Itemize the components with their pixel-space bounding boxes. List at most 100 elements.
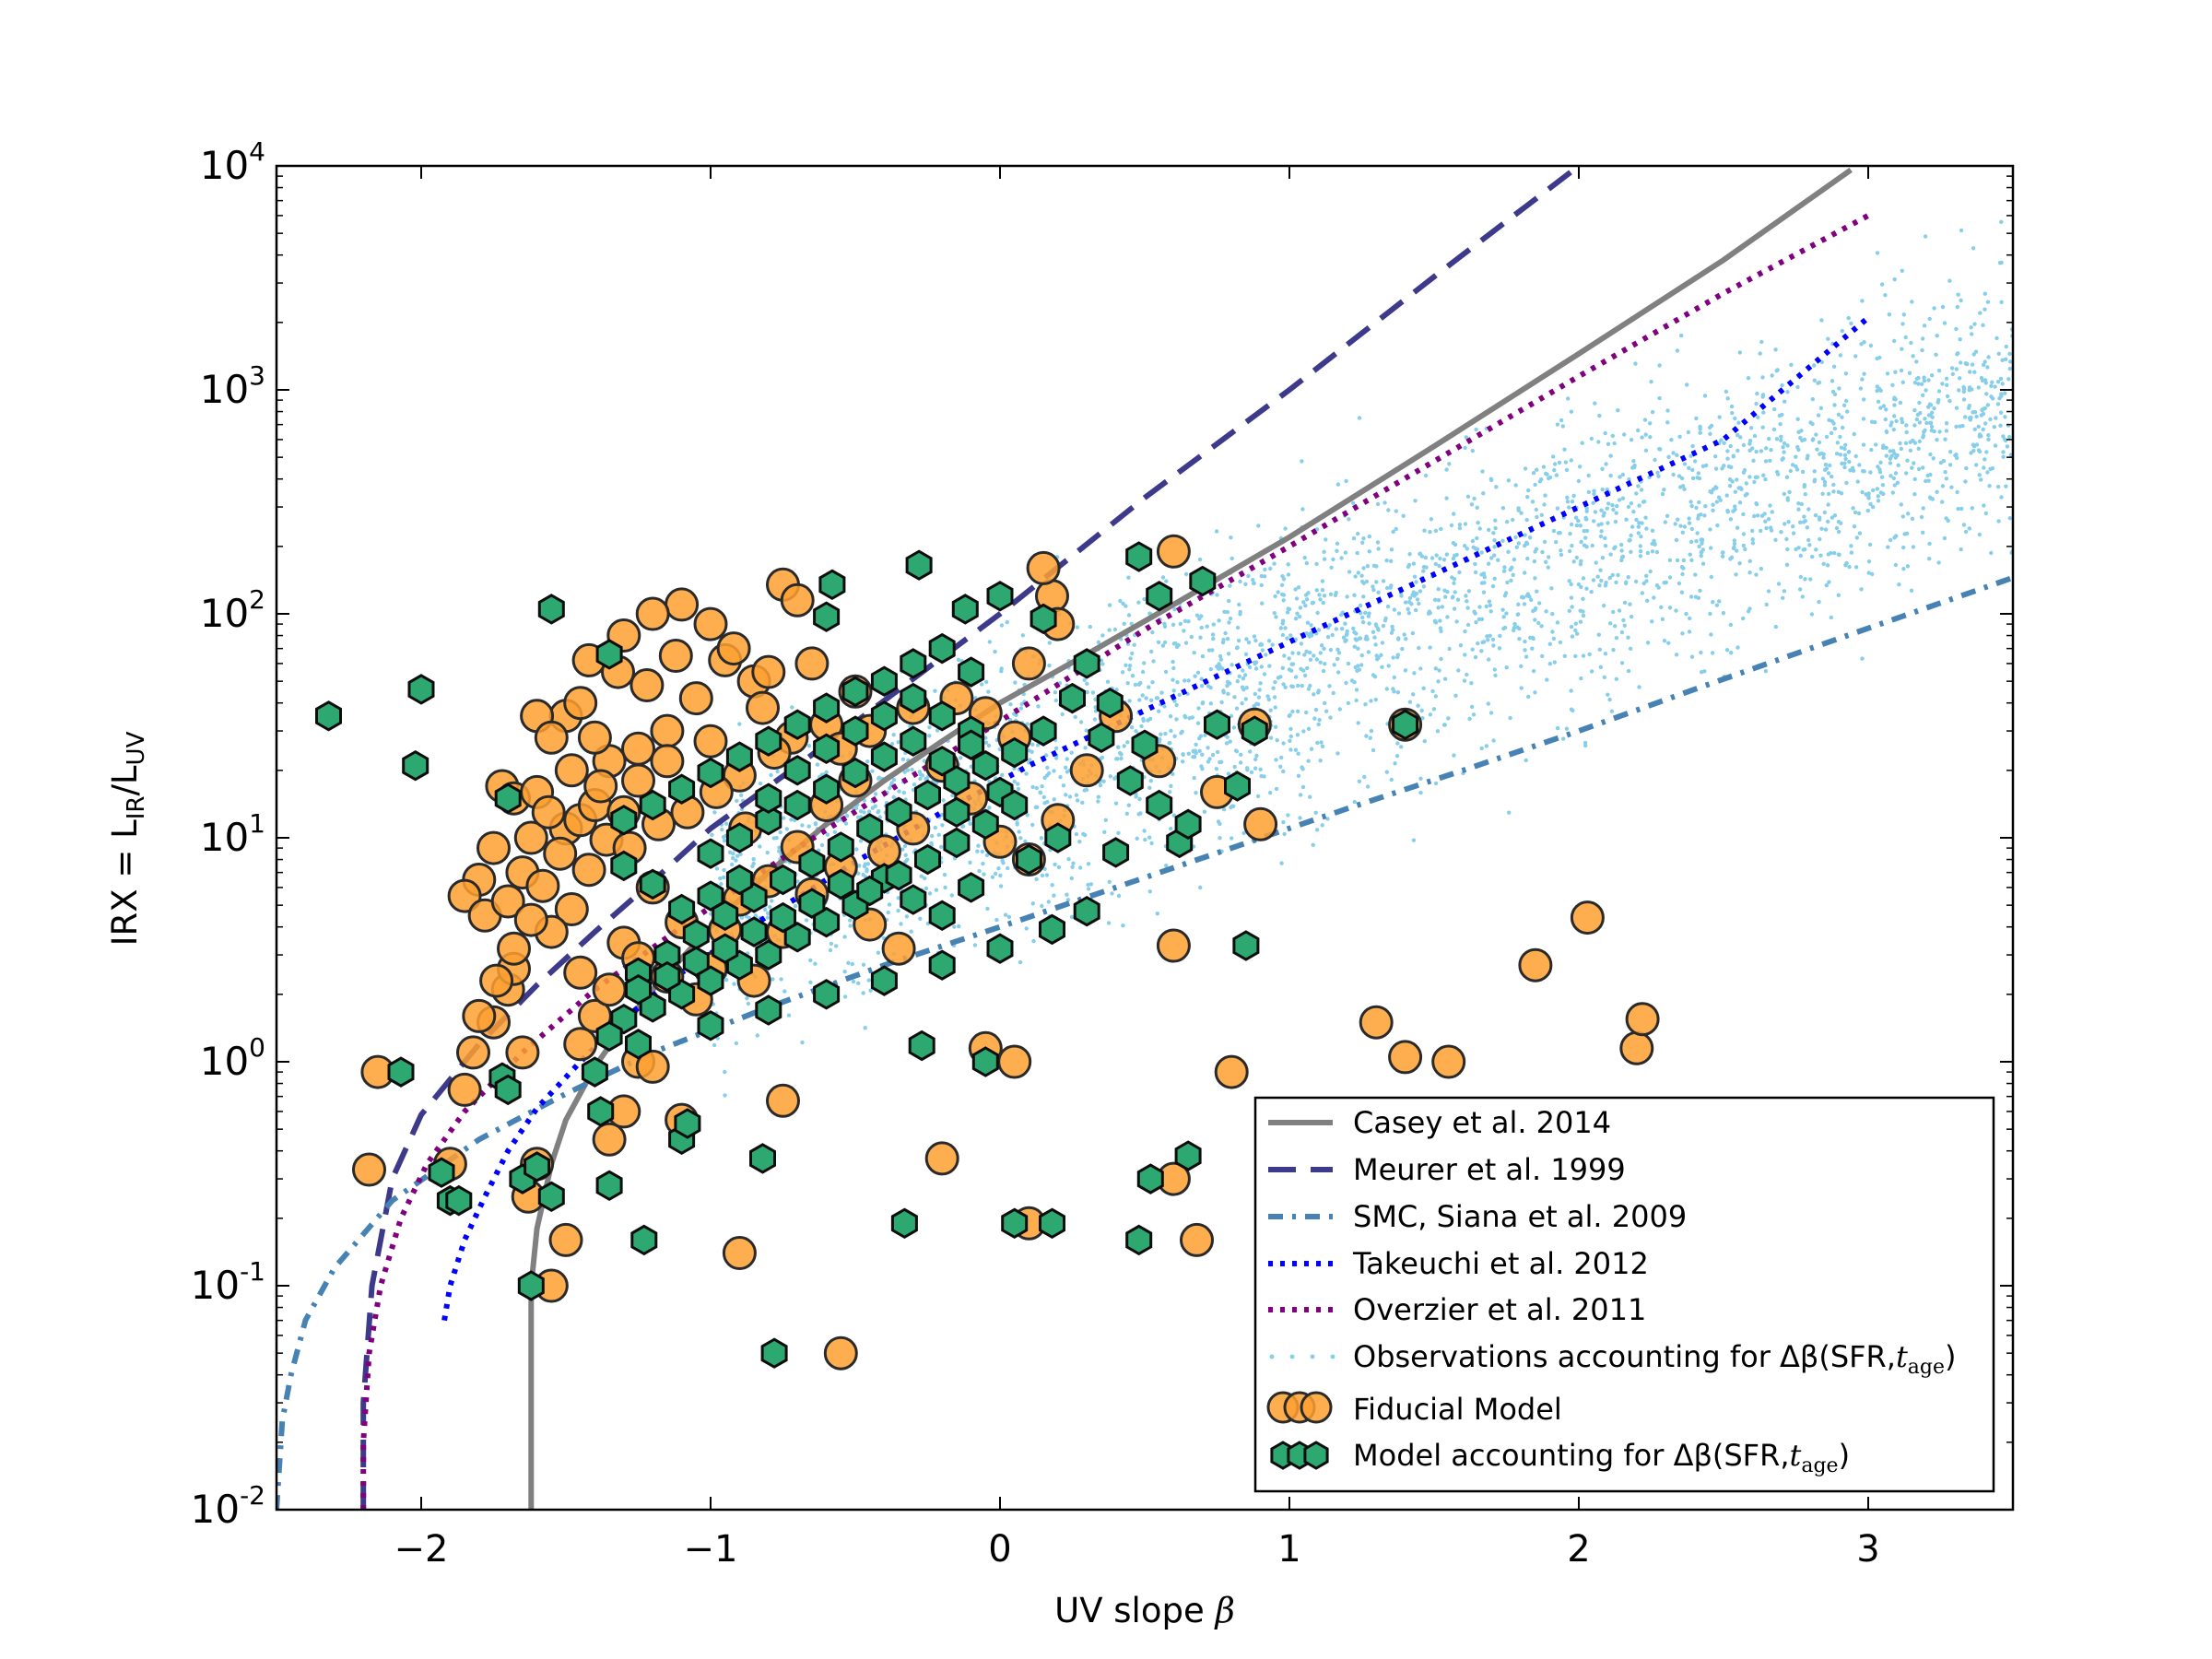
observation-point (1907, 371, 1912, 375)
observation-point (927, 891, 933, 896)
observation-point (2001, 434, 2006, 439)
observation-point (1936, 389, 1942, 394)
observation-point (1879, 282, 1885, 287)
observation-point (1119, 756, 1124, 761)
observation-point (1779, 434, 1783, 439)
model-accounting-point (402, 749, 429, 782)
observation-point (1666, 454, 1671, 459)
fiducial-model-point (751, 654, 786, 689)
observation-point (1638, 554, 1643, 559)
observation-point (1352, 799, 1358, 805)
observation-point (1346, 700, 1351, 706)
observation-point (1650, 541, 1654, 547)
observation-point (1605, 506, 1609, 511)
observation-point (1680, 530, 1686, 535)
observation-point (1465, 599, 1469, 604)
observation-point (1600, 487, 1605, 492)
observation-point (1979, 375, 1984, 381)
model-accounting-point (1204, 709, 1230, 740)
observation-point (1042, 775, 1047, 781)
observation-point (1272, 611, 1277, 616)
observation-point (734, 858, 738, 863)
observation-point (1308, 794, 1312, 799)
observation-point (1768, 503, 1772, 508)
fiducial-model-point (543, 836, 578, 871)
observation-point (1065, 892, 1069, 897)
observation-point (1447, 462, 1452, 466)
observation-point (1319, 643, 1324, 648)
observation-point (1480, 640, 1485, 645)
observation-point (1179, 731, 1183, 735)
observation-point (1589, 590, 1594, 594)
observation-point (1278, 764, 1283, 769)
observation-point (1598, 534, 1604, 539)
observation-point (1465, 606, 1470, 610)
observation-point (806, 824, 811, 829)
observation-point (1484, 744, 1489, 748)
observation-point (1138, 680, 1143, 686)
observation-point (897, 789, 901, 794)
observation-point (1675, 453, 1679, 457)
observation-point (1590, 543, 1595, 548)
observation-point (889, 741, 895, 747)
observation-point (1937, 429, 1942, 434)
observation-point (1523, 533, 1527, 537)
model-accounting-point (755, 939, 782, 971)
observation-point (1728, 622, 1734, 628)
observation-point (1137, 698, 1142, 702)
observation-point (1928, 403, 1934, 407)
observation-point (1516, 612, 1521, 617)
observation-point (1552, 660, 1558, 665)
observation-point (1984, 450, 1989, 454)
observation-point (1729, 465, 1734, 470)
model-accounting-point (818, 569, 846, 601)
observation-point (1134, 729, 1138, 734)
observation-point (1936, 400, 1940, 405)
observation-point (1688, 453, 1693, 458)
observation-point (1930, 373, 1935, 378)
model-accounting-point (1125, 541, 1153, 572)
model-accounting-point (827, 831, 854, 863)
observation-point (1385, 604, 1391, 609)
observation-point (1182, 629, 1186, 633)
observation-point (1734, 572, 1738, 577)
observation-point (1860, 489, 1865, 495)
model-accounting-point (760, 1337, 788, 1369)
observation-point (1660, 491, 1665, 497)
observation-point (1322, 557, 1327, 561)
observation-point (1500, 607, 1505, 612)
observation-point (1929, 424, 1935, 429)
observation-point (1443, 594, 1448, 599)
observation-point (1349, 678, 1355, 683)
observation-point (1839, 491, 1844, 496)
fiducial-model-point (621, 731, 655, 766)
observation-point (1983, 421, 1988, 426)
observation-point (1194, 791, 1198, 795)
observation-point (1330, 632, 1335, 638)
observation-point (1857, 463, 1862, 467)
observation-point (1519, 664, 1524, 668)
observation-point (1171, 659, 1175, 665)
model-accounting-point (445, 1184, 473, 1217)
observation-point (983, 740, 989, 745)
observation-point (1823, 527, 1829, 532)
observation-point (1080, 800, 1085, 805)
observation-point (1533, 618, 1537, 622)
observation-point (1473, 654, 1478, 660)
observation-point (1016, 786, 1021, 792)
observation-point (1056, 865, 1062, 870)
observation-point (1511, 517, 1515, 523)
observation-point (1680, 484, 1686, 488)
observation-point (1524, 654, 1529, 659)
observation-point (949, 893, 955, 898)
observation-point (1293, 617, 1299, 621)
observation-point (1944, 516, 1948, 521)
observation-point (1246, 640, 1252, 645)
observation-point (1293, 675, 1299, 679)
observation-point (1512, 621, 1517, 627)
observation-point (1436, 606, 1441, 610)
observation-point (1357, 416, 1362, 420)
observation-point (1226, 691, 1230, 696)
observation-point (765, 915, 771, 920)
observation-point (732, 982, 736, 986)
